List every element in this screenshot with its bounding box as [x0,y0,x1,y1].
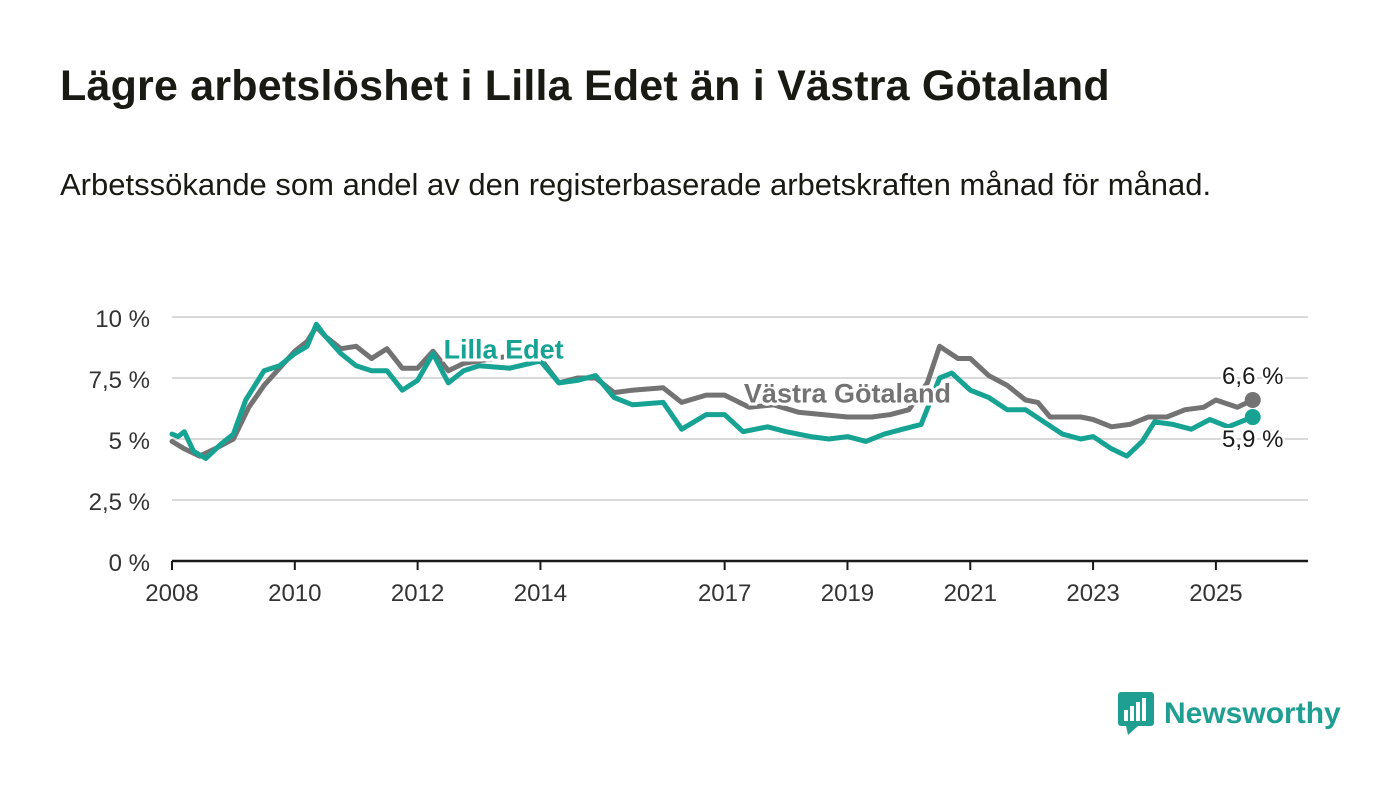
y-tick-label: 10 % [95,306,150,333]
chart-subtitle: Arbetssökande som andel av den registerb… [60,167,1212,202]
end-point-v-stra-g-taland [1244,391,1261,408]
x-tick-label: 2010 [268,580,321,607]
end-point-lilla-edet [1244,409,1261,426]
series-label: Västra Götaland [744,378,951,408]
x-tick-label: 2017 [698,580,751,607]
x-tick-label: 2008 [145,580,198,607]
end-value-label: 6,6 % [1222,363,1283,390]
newsworthy-logo-icon [1118,692,1154,735]
y-tick-label: 2,5 % [89,489,150,516]
x-tick-label: 2019 [821,580,874,607]
y-tick-label: 5 % [109,428,150,455]
x-tick-label: 2023 [1066,580,1119,607]
x-tick-label: 2012 [391,580,444,607]
series-label: Lilla Edet [444,334,564,364]
brand[interactable]: Newsworthy [1118,690,1341,738]
series-line-lilla-edet [169,321,1256,461]
end-value-label: 5,9 % [1222,426,1283,453]
brand-name: Newsworthy [1164,697,1341,730]
chart-title: Lägre arbetslöshet i Lilla Edet än i Väs… [60,62,1110,110]
y-tick-label: 0 % [109,550,150,577]
x-tick-label: 2021 [944,580,997,607]
x-tick-label: 2025 [1189,580,1242,607]
x-tick-label: 2014 [514,580,567,607]
y-tick-label: 7,5 % [89,367,150,394]
